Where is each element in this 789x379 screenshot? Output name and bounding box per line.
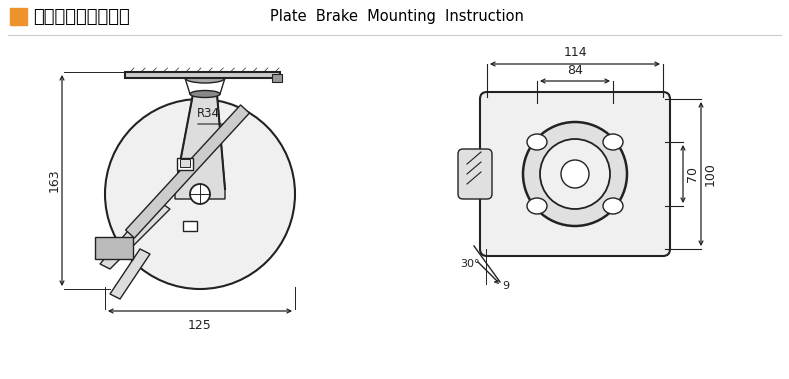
Ellipse shape <box>603 198 623 214</box>
Bar <box>272 74 282 82</box>
FancyBboxPatch shape <box>480 92 670 256</box>
Text: 125: 125 <box>188 319 212 332</box>
Text: Plate  Brake  Mounting  Instruction: Plate Brake Mounting Instruction <box>270 9 524 25</box>
Circle shape <box>190 184 210 204</box>
Bar <box>125 72 280 78</box>
Text: 9: 9 <box>502 281 509 291</box>
Bar <box>10 8 27 25</box>
Ellipse shape <box>190 91 220 97</box>
Polygon shape <box>175 94 225 199</box>
Polygon shape <box>110 249 150 299</box>
FancyBboxPatch shape <box>458 149 492 199</box>
Text: 114: 114 <box>563 46 587 59</box>
Text: 163: 163 <box>47 169 61 192</box>
Circle shape <box>540 139 610 209</box>
Text: 70: 70 <box>686 166 699 182</box>
Polygon shape <box>125 105 249 238</box>
Ellipse shape <box>603 134 623 150</box>
Text: 100: 100 <box>704 162 717 186</box>
Bar <box>183 221 197 231</box>
Text: R34: R34 <box>197 107 220 120</box>
Bar <box>177 158 193 170</box>
Ellipse shape <box>527 134 547 150</box>
Text: 平顶剎车安装尺寸图: 平顶剎车安装尺寸图 <box>33 8 129 26</box>
Polygon shape <box>100 199 170 269</box>
Circle shape <box>523 122 627 226</box>
Ellipse shape <box>185 73 225 83</box>
Ellipse shape <box>527 198 547 214</box>
FancyBboxPatch shape <box>95 237 133 259</box>
Text: 30°: 30° <box>460 259 480 269</box>
Circle shape <box>105 99 295 289</box>
Text: 84: 84 <box>567 64 583 77</box>
Circle shape <box>561 160 589 188</box>
Bar <box>180 159 190 167</box>
